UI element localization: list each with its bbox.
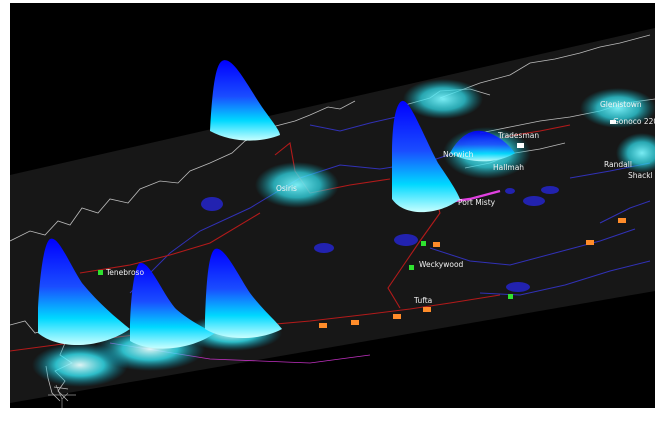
town-label-tradesman[interactable]: Tradesman <box>497 131 539 140</box>
town-label-hallmah[interactable]: Hallmah <box>493 163 524 172</box>
white-square-marker-icon[interactable] <box>517 120 616 148</box>
town-label-shackl[interactable]: Shackl <box>628 171 653 180</box>
lakes <box>201 186 559 292</box>
town-label-tenebroso[interactable]: Tenebroso <box>105 268 144 277</box>
town-label-gonoco[interactable]: Gonoco 220 <box>613 117 655 126</box>
town-label-glenistown[interactable]: Glenistown <box>600 100 642 109</box>
town-label-norwich[interactable]: Norwich <box>443 150 474 159</box>
map-viewport[interactable]: Tenebroso Weckywood Tufta Port Misty Osi… <box>10 3 655 408</box>
town-label-randall[interactable]: Randall <box>604 160 632 169</box>
town-label-tufta[interactable]: Tufta <box>413 296 432 305</box>
3d-terrain-scene[interactable]: Tenebroso Weckywood Tufta Port Misty Osi… <box>10 3 655 408</box>
town-label-osiris[interactable]: Osiris <box>276 184 297 193</box>
town-label-port-misty[interactable]: Port Misty <box>458 198 496 207</box>
town-label-weckywood[interactable]: Weckywood <box>419 260 464 269</box>
green-square-marker-icon[interactable] <box>98 241 513 299</box>
town-labels: Tenebroso Weckywood Tufta Port Misty Osi… <box>105 100 655 305</box>
compass-rose-icon <box>48 384 76 408</box>
orange-square-marker-icon[interactable] <box>319 218 626 328</box>
terrain-peaks <box>38 60 515 349</box>
